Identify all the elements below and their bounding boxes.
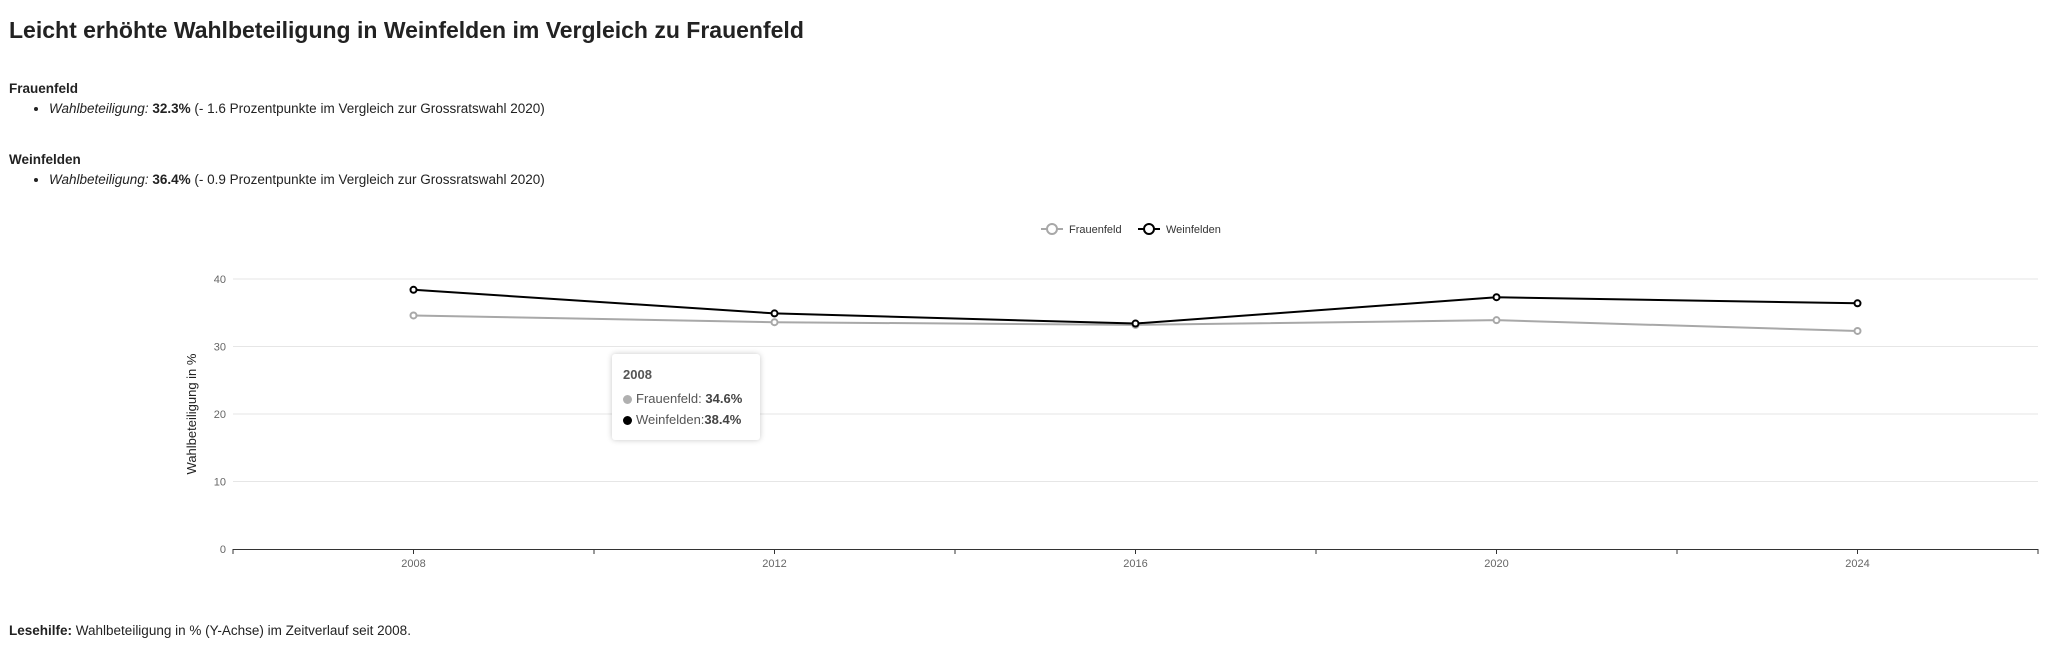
tooltip-value: 34.6% xyxy=(705,391,743,406)
data-point-weinfelden xyxy=(1853,299,1862,308)
y-tick-label: 20 xyxy=(214,409,226,421)
stat-note: (- 0.9 Prozentpunkte im Vergleich zur Gr… xyxy=(190,172,545,187)
reading-help: Lesehilfe: Wahlbeteiligung in % (Y-Achse… xyxy=(9,623,411,638)
x-tick-label: 2020 xyxy=(1484,558,1508,570)
section-title-weinfelden: Weinfelden xyxy=(9,152,81,167)
stat-note: (- 1.6 Prozentpunkte im Vergleich zur Gr… xyxy=(190,101,545,116)
data-point-weinfelden xyxy=(409,285,418,294)
y-tick-label: 40 xyxy=(214,274,226,286)
y-tick-label: 30 xyxy=(214,342,226,354)
section-frauenfeld: Frauenfeld Wahlbeteiligung: 32.3% (- 1.6… xyxy=(9,80,545,118)
stat-value: 32.3% xyxy=(152,101,191,116)
stat-list-weinfelden: Wahlbeteiligung: 36.4% (- 0.9 Prozentpun… xyxy=(9,171,545,189)
tooltip-dot-weinfelden xyxy=(623,416,632,425)
data-point-weinfelden xyxy=(1492,293,1501,302)
stat-value: 36.4% xyxy=(152,172,191,187)
y-tick-label: 0 xyxy=(220,544,226,556)
section-weinfelden: Weinfelden Wahlbeteiligung: 36.4% (- 0.9… xyxy=(9,151,545,189)
chart-container: 0 10 20 30 40 2008 2012 2016 2020 2024 Wahlbeteili… xyxy=(0,210,2056,585)
series-line-weinfelden xyxy=(413,288,1858,325)
tooltip-row-weinfelden: Weinfelden:38.4% xyxy=(623,409,749,430)
tooltip-label: Frauenfeld: xyxy=(636,391,702,406)
x-tick-label: 2024 xyxy=(1845,558,1869,570)
y-tick-label: 10 xyxy=(214,477,226,489)
tooltip-row-frauenfeld: Frauenfeld: 34.6% xyxy=(623,388,749,409)
data-point-weinfelden xyxy=(1131,319,1140,328)
tooltip-label: Weinfelden: xyxy=(636,412,705,427)
data-point-frauenfeld xyxy=(770,318,779,327)
stat-item-weinfelden: Wahlbeteiligung: 36.4% (- 0.9 Prozentpun… xyxy=(49,171,545,189)
chart-tooltip: 2008 Frauenfeld: 34.6% Weinfelden:38.4% xyxy=(612,354,760,440)
tooltip-dot-frauenfeld xyxy=(623,395,632,404)
stat-label: Wahlbeteiligung: xyxy=(49,101,149,116)
y-axis-title: Wahlbeteiligung in % xyxy=(184,353,199,474)
x-tick-label: 2012 xyxy=(762,558,786,570)
legend-marker-frauenfeld xyxy=(1046,223,1058,235)
stat-label: Wahlbeteiligung: xyxy=(49,172,149,187)
data-point-frauenfeld xyxy=(1492,316,1501,325)
legend-label-frauenfeld: Frauenfeld xyxy=(1069,224,1122,236)
data-point-frauenfeld xyxy=(1853,326,1862,335)
legend-label-weinfelden: Weinfelden xyxy=(1166,224,1221,236)
tooltip-value: 38.4% xyxy=(704,412,742,427)
data-point-weinfelden xyxy=(770,309,779,318)
reading-help-text: Wahlbeteiligung in % (Y-Achse) im Zeitve… xyxy=(72,623,411,638)
line-chart: 0 10 20 30 40 2008 2012 2016 2020 2024 Wahlbeteili… xyxy=(184,223,2039,570)
x-tick-label: 2008 xyxy=(401,558,425,570)
stat-list-frauenfeld: Wahlbeteiligung: 32.3% (- 1.6 Prozentpun… xyxy=(9,100,545,118)
legend-marker-weinfelden xyxy=(1143,223,1155,235)
x-tick-label: 2016 xyxy=(1123,558,1147,570)
reading-help-label: Lesehilfe: xyxy=(9,623,73,638)
page-title: Leicht erhöhte Wahlbeteiligung in Weinfe… xyxy=(9,17,804,43)
stat-item-frauenfeld: Wahlbeteiligung: 32.3% (- 1.6 Prozentpun… xyxy=(49,100,545,118)
data-point-frauenfeld xyxy=(409,311,418,320)
tooltip-title: 2008 xyxy=(623,367,652,382)
section-title-frauenfeld: Frauenfeld xyxy=(9,81,79,96)
